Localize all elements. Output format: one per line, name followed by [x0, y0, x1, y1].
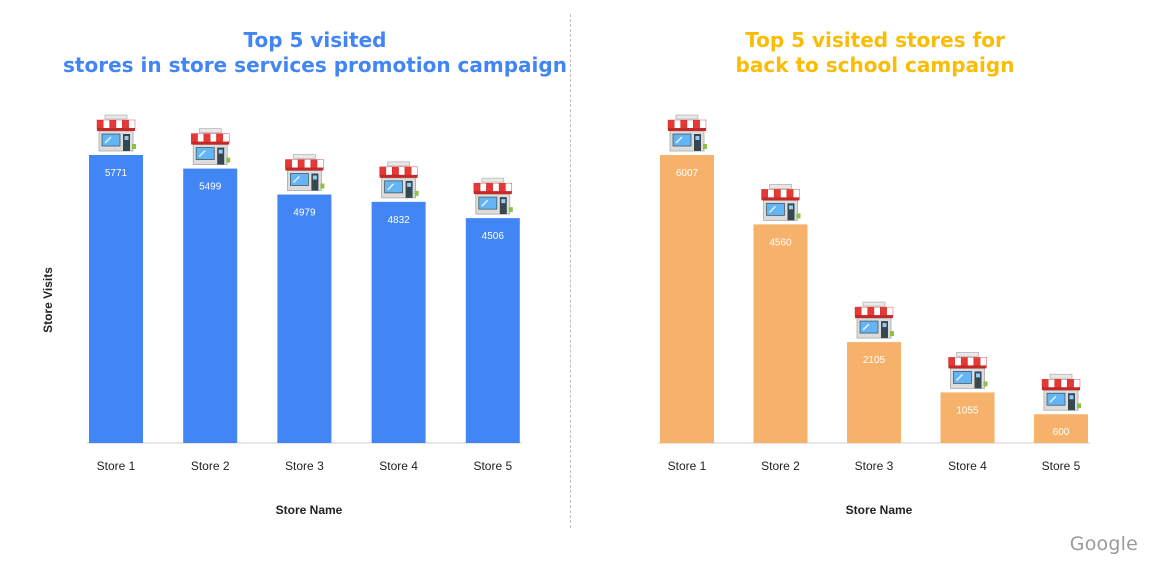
tick-label-right-4: Store 4 — [948, 459, 987, 473]
bar-group-right-1: 6007 — [660, 114, 714, 443]
bar-group-left-2: 5499 — [183, 128, 238, 443]
store-icon — [761, 184, 801, 221]
chart-title-left-line-1: Top 5 visited — [243, 28, 387, 52]
tick-label-left-2: Store 2 — [191, 459, 230, 473]
tick-label-right-3: Store 3 — [855, 459, 894, 473]
chart-title-right: Top 5 visited stores for back to school … — [620, 28, 1130, 78]
data-label-right-5: 600 — [1053, 427, 1070, 438]
google-logo: Google — [1069, 533, 1138, 555]
bar-left-1 — [89, 155, 143, 443]
x-axis-label-right: Store Name — [845, 503, 913, 517]
x-axis-label-left: Store Name — [275, 503, 343, 517]
bar-right-2 — [753, 224, 808, 443]
store-icon — [854, 301, 894, 339]
tick-label-left-3: Store 3 — [285, 459, 324, 473]
store-icon — [667, 114, 707, 152]
bar-group-right-4: 1055 — [940, 352, 995, 443]
bar-group-left-4: 4832 — [371, 161, 426, 443]
data-label-right-2: 4560 — [769, 237, 792, 248]
store-icon — [379, 161, 419, 199]
store-icon — [285, 154, 325, 191]
data-label-left-4: 4832 — [387, 215, 410, 226]
data-label-left-2: 5499 — [199, 182, 222, 193]
bar-group-left-1: 5771 — [89, 114, 143, 443]
bar-group-right-3: 2105 — [847, 301, 901, 443]
data-label-left-1: 5771 — [105, 168, 128, 179]
store-icon — [96, 114, 136, 152]
bar-group-left-3: 4979 — [277, 154, 332, 443]
data-label-right-1: 6007 — [676, 168, 699, 179]
data-label-right-4: 1055 — [956, 405, 979, 416]
bar-right-5 — [1034, 414, 1088, 443]
bar-group-right-2: 4560 — [753, 184, 808, 443]
tick-label-left-4: Store 4 — [379, 459, 418, 473]
tick-label-right-5: Store 5 — [1042, 459, 1081, 473]
bar-right-4 — [940, 392, 995, 443]
data-label-right-3: 2105 — [863, 355, 886, 366]
store-icon — [190, 128, 231, 165]
bar-left-3 — [277, 194, 332, 443]
bar-right-1 — [660, 155, 714, 443]
bar-left-2 — [183, 168, 238, 443]
store-icon — [948, 352, 988, 389]
chart-title-left-line-2: stores in store services promotion campa… — [63, 53, 567, 77]
data-label-left-3: 4979 — [293, 208, 316, 219]
tick-label-left-1: Store 1 — [97, 459, 136, 473]
bar-group-right-5: 600 — [1034, 373, 1088, 443]
chart-title-left: Top 5 visited stores in store services p… — [60, 28, 570, 78]
bar-group-left-5: 4506 — [465, 177, 520, 443]
data-label-left-5: 4506 — [482, 231, 505, 242]
chart-title-right-line-1: Top 5 visited stores for — [745, 28, 1005, 52]
chart-divider — [570, 14, 571, 528]
store-icon — [473, 177, 513, 215]
store-icon — [1041, 373, 1081, 411]
tick-label-left-5: Store 5 — [473, 459, 512, 473]
tick-label-right-2: Store 2 — [761, 459, 800, 473]
chart-title-right-line-2: back to school campaign — [735, 53, 1015, 77]
tick-label-right-1: Store 1 — [668, 459, 707, 473]
bar-right-3 — [847, 342, 901, 443]
bar-left-5 — [465, 218, 520, 443]
bar-left-4 — [371, 201, 426, 443]
